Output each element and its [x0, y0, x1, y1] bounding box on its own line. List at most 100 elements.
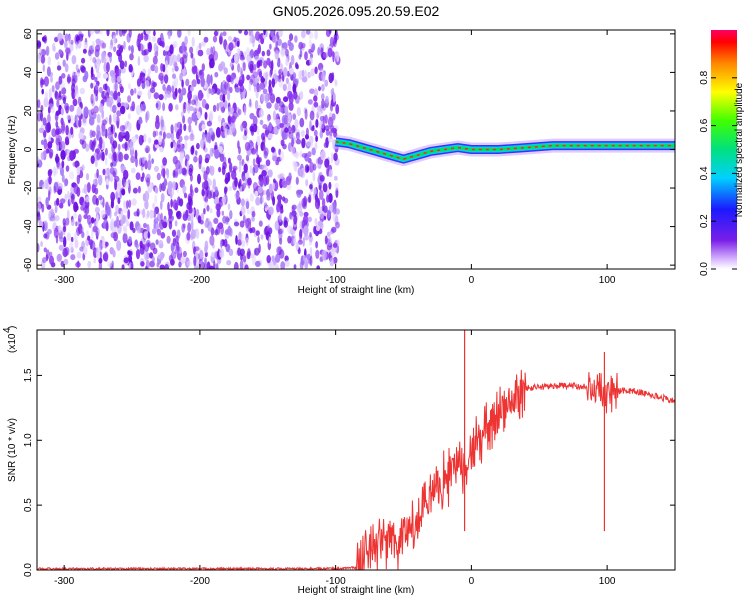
colorbar-tick-label: 0.2	[699, 214, 710, 228]
spectrogram-noise-blob	[214, 229, 217, 235]
spectrogram-noise-blob	[123, 153, 129, 161]
spectrogram-noise-blob	[143, 48, 149, 56]
spectrogram-noise-blob	[155, 239, 159, 245]
spectrogram-noise-blob	[85, 196, 90, 203]
spectrogram-noise-blob	[120, 44, 124, 50]
spectrogram-noise-blob	[101, 42, 107, 49]
spectrogram-noise-blob	[243, 105, 247, 116]
spectrogram-noise-blob	[195, 99, 201, 110]
spectrogram-noise-blob	[232, 180, 238, 191]
spectrogram-noise-blob	[77, 214, 82, 223]
spectrogram-noise-blob	[96, 168, 99, 179]
spectrogram-noise-blob	[227, 90, 231, 101]
spectrogram-noise-blob	[119, 125, 126, 132]
spectrogram-noise-blob	[293, 264, 297, 269]
spectrogram-noise-blob	[128, 236, 132, 244]
spectrogram-noise-blob	[228, 106, 231, 118]
spectrogram-noise-blob	[226, 260, 232, 266]
colorbar-tick-label: 0.4	[699, 166, 710, 180]
spectrogram-noise-blob	[288, 172, 292, 180]
spectrogram-noise-blob	[179, 72, 183, 82]
spectrogram-noise-blob	[137, 56, 141, 66]
spectrogram-noise-blob	[175, 235, 179, 244]
spectrogram-noise-blob	[200, 260, 204, 269]
spectrogram-noise-blob	[246, 54, 252, 63]
spectrogram-y-tick-label: 40	[23, 66, 34, 78]
spectrogram-noise-blob	[285, 58, 289, 66]
spectrogram-noise-blob	[275, 76, 279, 82]
spectrogram-noise-blob	[114, 132, 117, 139]
spectrogram-noise-blob	[272, 151, 278, 162]
spectrogram-noise-blob	[317, 163, 322, 169]
spectrogram-x-label: Height of straight line (km)	[298, 285, 415, 296]
spectrogram-noise-blob	[220, 225, 225, 235]
spectrogram-noise-blob	[129, 105, 135, 112]
spectrogram-noise-blob	[114, 179, 118, 191]
spectrogram-noise-blob	[37, 156, 40, 165]
spectrogram-noise-blob	[122, 232, 128, 244]
spectrogram-noise-blob	[112, 170, 117, 177]
spectrogram-noise-blob	[166, 90, 171, 98]
spectrogram-noise-blob	[262, 124, 268, 130]
spectrogram-noise-blob	[191, 36, 195, 48]
spectrogram-noise-blob	[57, 32, 63, 42]
spectrogram-noise-blob	[282, 143, 287, 150]
spectrogram-noise-blob	[281, 180, 288, 189]
spectrogram-noise-blob	[270, 65, 273, 76]
spectrogram-noise-blob	[150, 64, 156, 72]
spectrogram-noise-blob	[251, 216, 255, 222]
spectrogram-noise-blob	[331, 127, 335, 134]
spectrogram-noise-blob	[94, 30, 100, 34]
spectrogram-noise-blob	[43, 34, 48, 44]
spectrogram-noise-blob	[325, 95, 329, 104]
spectrogram-noise-blob	[40, 79, 45, 86]
spectrogram-noise-blob	[243, 163, 248, 174]
spectrogram-noise-blob	[61, 121, 66, 132]
spectrogram-noise-blob	[87, 235, 91, 241]
spectrogram-noise-blob	[309, 88, 315, 94]
spectrogram-noise-blob	[168, 102, 173, 112]
spectrogram-noise-blob	[184, 36, 188, 46]
spectrogram-noise-blob	[92, 194, 98, 205]
spectrogram-noise-blob	[186, 160, 189, 172]
spectrogram-noise-blob	[314, 217, 318, 226]
spectrogram-noise-blob	[126, 200, 129, 209]
spectrogram-noise-blob	[307, 216, 313, 223]
spectrogram-noise-blob	[289, 214, 294, 221]
spectrogram-noise-blob	[61, 174, 65, 183]
spectrogram-noise-blob	[316, 265, 321, 269]
spectrogram-noise-blob	[170, 258, 175, 266]
spectrogram-noise-blob	[149, 252, 154, 259]
spectrogram-noise-blob	[315, 249, 320, 259]
spectrogram-noise-blob	[146, 210, 150, 218]
spectrogram-noise-blob	[181, 45, 185, 53]
spectrogram-noise-blob	[85, 173, 90, 181]
spectrogram-noise-blob	[172, 54, 178, 64]
spectrogram-noise-blob	[315, 241, 318, 249]
spectrogram-noise-blob	[119, 83, 123, 90]
spectrogram-noise-blob	[287, 225, 293, 234]
spectrogram-noise-blob	[324, 158, 330, 168]
spectrogram-noise-blob	[268, 262, 274, 269]
spectrogram-noise-blob	[98, 194, 103, 201]
spectrogram-noise-blob	[189, 46, 194, 54]
spectrogram-noise-blob	[106, 30, 110, 37]
spectrogram-noise-blob	[123, 257, 129, 264]
spectrogram-noise-blob	[321, 98, 325, 109]
spectrogram-noise-blob	[150, 87, 156, 94]
spectrogram-noise-blob	[249, 165, 253, 174]
spectrogram-noise-blob	[242, 133, 248, 141]
spectrogram-noise-blob	[301, 76, 308, 83]
spectrogram-noise-blob	[216, 102, 220, 112]
spectrogram-noise-blob	[159, 254, 164, 261]
spectrogram-noise-blob	[324, 114, 328, 124]
spectrogram-noise-blob	[204, 111, 208, 120]
spectrogram-noise-blob	[127, 209, 131, 220]
spectrogram-noise-blob	[330, 152, 334, 164]
spectrogram-noise-blob	[82, 48, 87, 54]
snr-x-tick-label: 100	[599, 576, 616, 587]
spectrogram-noise-blob	[158, 134, 163, 146]
spectrogram-noise-blob	[218, 101, 224, 108]
spectrogram-noise-blob	[197, 215, 202, 224]
spectrogram-noise-blob	[95, 44, 101, 53]
